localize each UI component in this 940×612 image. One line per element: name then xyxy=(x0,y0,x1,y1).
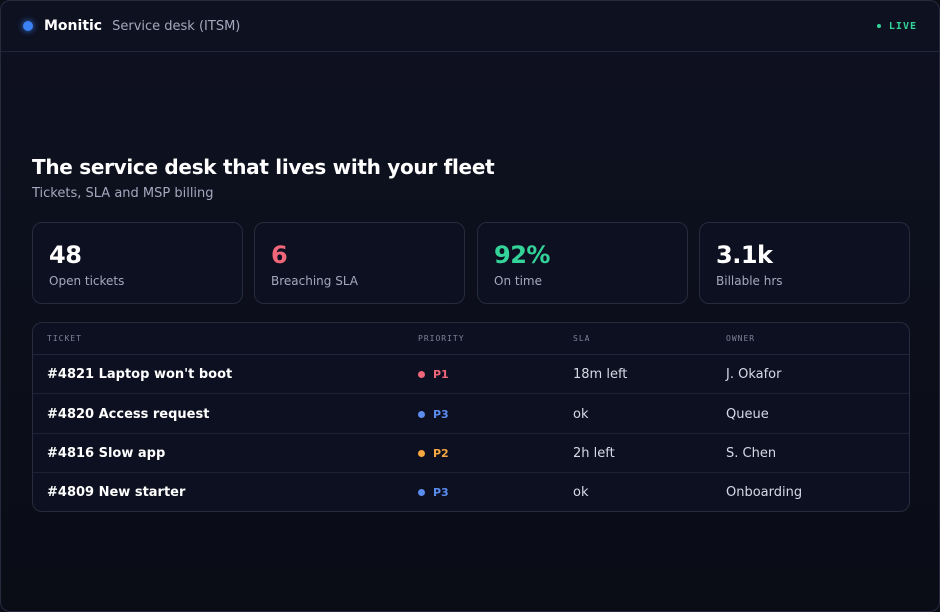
stat-value: 3.1k xyxy=(716,241,773,269)
priority-badge: P3 xyxy=(418,486,449,499)
ticket-title[interactable]: #4809 New starter xyxy=(47,485,186,500)
table-row[interactable]: #4821 Laptop won't boot P1 18m left J. O… xyxy=(33,355,909,394)
owner-value: S. Chen xyxy=(726,446,777,461)
live-dot-icon xyxy=(876,24,881,28)
sla-value: ok xyxy=(573,485,589,500)
priority-label: P3 xyxy=(433,486,449,499)
stat-label: Open tickets xyxy=(49,274,125,288)
tickets-table: TICKET PRIORITY SLA OWNER #4821 Laptop w… xyxy=(32,322,910,512)
priority-dot-icon xyxy=(418,489,425,496)
priority-badge: P3 xyxy=(418,408,449,421)
stat-value: 92% xyxy=(494,241,550,269)
owner-value: J. Okafor xyxy=(726,367,782,382)
priority-dot-icon xyxy=(418,371,425,378)
brand-logo-dot-icon xyxy=(23,21,33,31)
stats-row: 48 Open tickets 6 Breaching SLA 92% On t… xyxy=(32,222,910,304)
page-subtitle: Tickets, SLA and MSP billing xyxy=(32,186,214,201)
stat-card-billable-hours[interactable]: 3.1k Billable hrs xyxy=(699,222,910,304)
column-header-owner[interactable]: OWNER xyxy=(726,334,756,343)
column-header-ticket[interactable]: TICKET xyxy=(47,334,82,343)
stat-value: 48 xyxy=(49,241,82,269)
sla-value: 2h left xyxy=(573,446,615,461)
stat-label: Billable hrs xyxy=(716,274,783,288)
sla-value: 18m left xyxy=(573,367,628,382)
top-bar: Monitic Service desk (ITSM) LIVE xyxy=(1,1,939,52)
priority-badge: P1 xyxy=(418,368,449,381)
stat-value: 6 xyxy=(271,241,288,269)
table-row[interactable]: #4809 New starter P3 ok Onboarding xyxy=(33,473,909,511)
owner-value: Queue xyxy=(726,407,769,422)
table-row[interactable]: #4820 Access request P3 ok Queue xyxy=(33,395,909,434)
table-header: TICKET PRIORITY SLA OWNER xyxy=(33,323,909,355)
live-status-badge: LIVE xyxy=(876,20,917,32)
stat-card-open-tickets[interactable]: 48 Open tickets xyxy=(32,222,243,304)
live-status-label: LIVE xyxy=(888,20,917,32)
brand-name[interactable]: Monitic xyxy=(44,18,103,34)
stat-label: Breaching SLA xyxy=(271,274,358,288)
sla-value: ok xyxy=(573,407,589,422)
priority-label: P2 xyxy=(433,447,449,460)
column-header-priority[interactable]: PRIORITY xyxy=(418,334,465,343)
page-title: The service desk that lives with your fl… xyxy=(32,155,495,179)
owner-value: Onboarding xyxy=(726,485,803,500)
priority-label: P1 xyxy=(433,368,449,381)
column-header-sla[interactable]: SLA xyxy=(573,334,591,343)
ticket-title[interactable]: #4816 Slow app xyxy=(47,446,166,461)
priority-dot-icon xyxy=(418,450,425,457)
ticket-title[interactable]: #4820 Access request xyxy=(47,407,210,422)
ticket-title[interactable]: #4821 Laptop won't boot xyxy=(47,367,233,382)
section-title: Service desk (ITSM) xyxy=(112,18,241,34)
priority-dot-icon xyxy=(418,411,425,418)
stat-label: On time xyxy=(494,274,542,288)
priority-badge: P2 xyxy=(418,447,449,460)
priority-label: P3 xyxy=(433,408,449,421)
table-row[interactable]: #4816 Slow app P2 2h left S. Chen xyxy=(33,434,909,473)
stat-card-on-time[interactable]: 92% On time xyxy=(477,222,688,304)
stat-card-breaching-sla[interactable]: 6 Breaching SLA xyxy=(254,222,465,304)
